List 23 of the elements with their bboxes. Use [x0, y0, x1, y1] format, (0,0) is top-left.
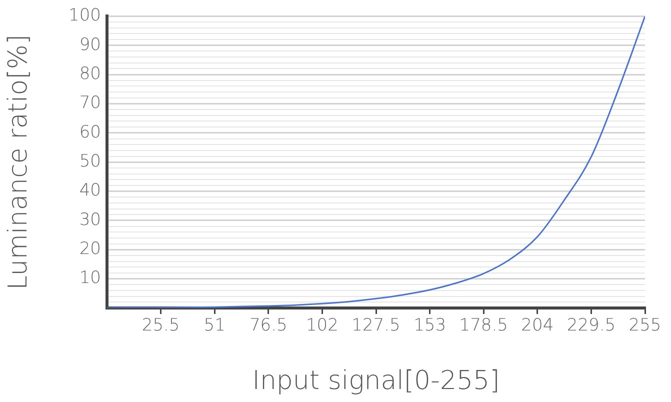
x-tick-label: 51: [204, 316, 226, 336]
y-tick-label: 60: [79, 122, 101, 142]
x-tick-label: 127.5: [352, 316, 400, 336]
y-tick-label: 50: [79, 152, 101, 172]
x-tick-label: 255: [628, 316, 662, 336]
x-tick-label: 153: [414, 316, 446, 336]
y-tick-label: 100: [68, 6, 101, 26]
line-series: [107, 16, 645, 308]
y-tick-label: 30: [79, 210, 101, 230]
x-tick-label: 204: [521, 316, 554, 336]
x-axis-title: Input signal[0-255]: [252, 366, 500, 396]
x-tick-label: 229.5: [566, 316, 616, 336]
x-tick-label: 25.5: [142, 316, 180, 336]
x-tick-label: 102: [306, 316, 338, 336]
y-axis-title: Luminance ratio[%]: [3, 34, 34, 290]
x-tick-label: 178.5: [459, 316, 508, 336]
y-tick-label: 70: [79, 93, 101, 114]
y-tick-label: 10: [79, 268, 101, 288]
y-tick-label: 90: [79, 34, 101, 55]
x-tick-label: 76.5: [249, 316, 288, 336]
y-tick-label: 80: [79, 64, 101, 84]
y-tick-label: 40: [79, 180, 101, 201]
y-tick-label: 20: [79, 239, 101, 260]
